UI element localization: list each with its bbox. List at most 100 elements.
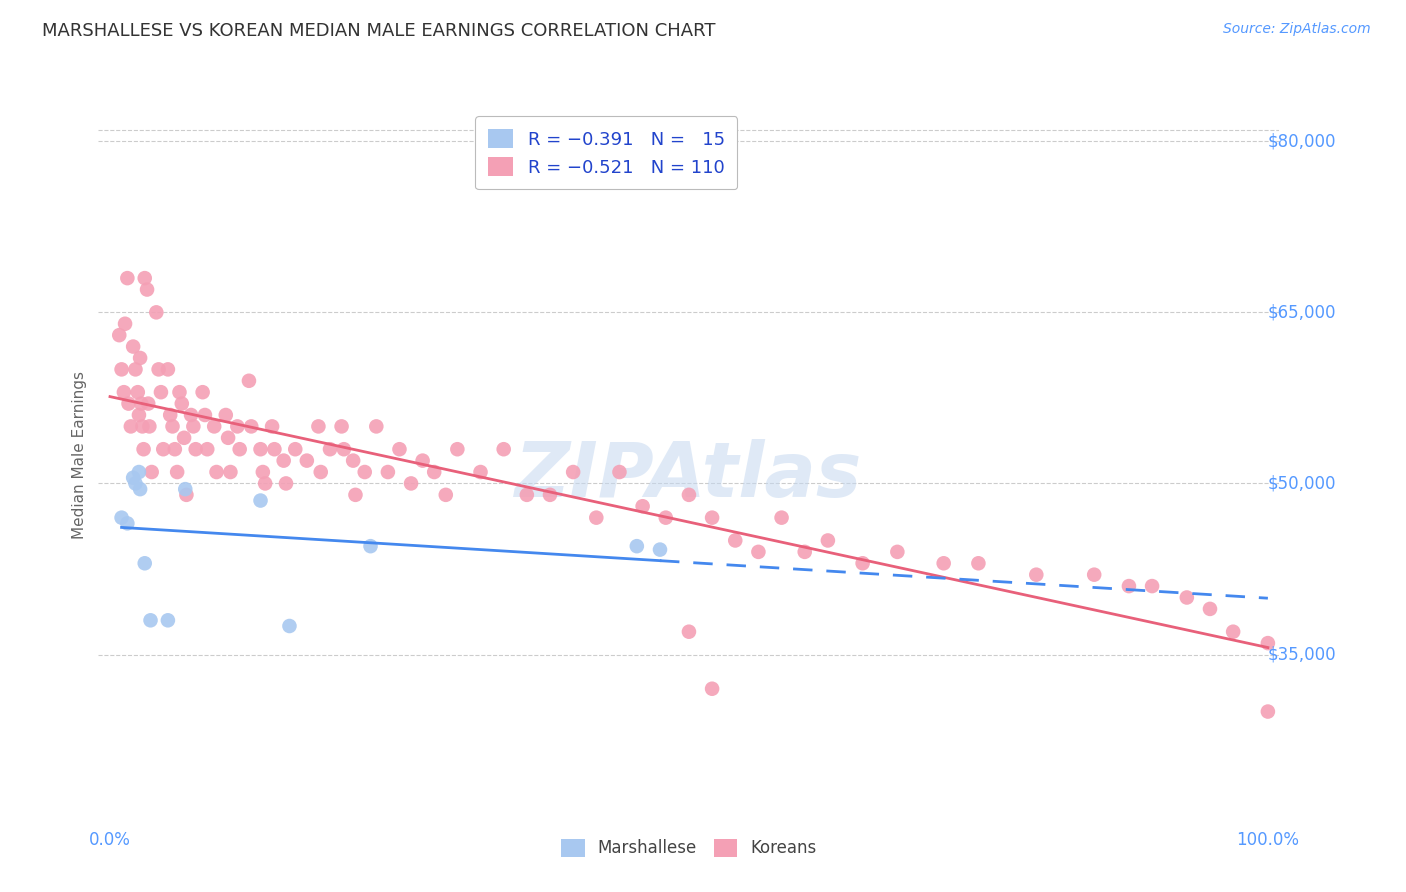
- Point: [434, 488, 457, 502]
- Point: [219, 465, 242, 479]
- Point: [124, 476, 146, 491]
- Point: [770, 510, 793, 524]
- Point: [412, 453, 434, 467]
- Point: [122, 471, 145, 485]
- Point: [174, 482, 197, 496]
- Point: [156, 613, 179, 627]
- Point: [183, 419, 205, 434]
- Point: [538, 488, 561, 502]
- Point: [163, 442, 186, 457]
- Point: [273, 453, 295, 467]
- Text: $35,000: $35,000: [1268, 646, 1337, 664]
- Point: [470, 465, 492, 479]
- Point: [631, 500, 654, 514]
- Point: [249, 442, 271, 457]
- Point: [152, 442, 174, 457]
- Point: [173, 431, 195, 445]
- Point: [1025, 567, 1047, 582]
- Point: [117, 396, 139, 410]
- Point: [159, 408, 181, 422]
- Point: [319, 442, 342, 457]
- Point: [609, 465, 631, 479]
- Point: [516, 488, 538, 502]
- Point: [274, 476, 297, 491]
- Point: [388, 442, 411, 457]
- Point: [330, 419, 353, 434]
- Point: [217, 431, 239, 445]
- Point: [120, 419, 142, 434]
- Point: [194, 408, 217, 422]
- Point: [252, 465, 274, 479]
- Point: [360, 539, 382, 553]
- Point: [134, 556, 156, 570]
- Point: [205, 465, 228, 479]
- Point: [852, 556, 875, 570]
- Point: [110, 510, 132, 524]
- Point: [655, 510, 678, 524]
- Point: [162, 419, 184, 434]
- Point: [377, 465, 399, 479]
- Point: [138, 419, 160, 434]
- Point: [648, 542, 671, 557]
- Point: [333, 442, 356, 457]
- Point: [226, 419, 249, 434]
- Point: [1199, 602, 1222, 616]
- Point: [110, 362, 132, 376]
- Point: [278, 619, 301, 633]
- Point: [344, 488, 367, 502]
- Point: [284, 442, 307, 457]
- Point: [128, 465, 150, 479]
- Legend: Marshallese, Koreans: Marshallese, Koreans: [554, 832, 824, 864]
- Point: [191, 385, 214, 400]
- Point: [129, 396, 152, 410]
- Point: [169, 385, 191, 400]
- Point: [678, 488, 700, 502]
- Point: [141, 465, 163, 479]
- Point: [585, 510, 607, 524]
- Point: [249, 493, 271, 508]
- Point: [117, 516, 139, 531]
- Point: [122, 340, 145, 354]
- Point: [353, 465, 375, 479]
- Point: [124, 362, 146, 376]
- Point: [180, 408, 202, 422]
- Point: [967, 556, 990, 570]
- Point: [112, 385, 135, 400]
- Point: [747, 545, 769, 559]
- Point: [932, 556, 955, 570]
- Point: [1083, 567, 1105, 582]
- Point: [1222, 624, 1244, 639]
- Point: [145, 305, 167, 319]
- Point: [176, 488, 198, 502]
- Text: Source: ZipAtlas.com: Source: ZipAtlas.com: [1223, 22, 1371, 37]
- Point: [1257, 636, 1279, 650]
- Point: [238, 374, 260, 388]
- Point: [132, 442, 155, 457]
- Point: [307, 419, 329, 434]
- Point: [263, 442, 285, 457]
- Text: $65,000: $65,000: [1268, 303, 1336, 321]
- Point: [148, 362, 170, 376]
- Point: [139, 613, 162, 627]
- Point: [128, 408, 150, 422]
- Point: [129, 482, 152, 496]
- Point: [156, 362, 179, 376]
- Point: [886, 545, 908, 559]
- Point: [399, 476, 422, 491]
- Point: [117, 271, 139, 285]
- Point: [700, 510, 723, 524]
- Point: [492, 442, 515, 457]
- Point: [262, 419, 284, 434]
- Text: $80,000: $80,000: [1268, 132, 1336, 150]
- Point: [423, 465, 446, 479]
- Point: [136, 283, 159, 297]
- Text: MARSHALLESE VS KOREAN MEDIAN MALE EARNINGS CORRELATION CHART: MARSHALLESE VS KOREAN MEDIAN MALE EARNIN…: [42, 22, 716, 40]
- Point: [793, 545, 815, 559]
- Point: [1175, 591, 1198, 605]
- Point: [1118, 579, 1140, 593]
- Point: [195, 442, 218, 457]
- Point: [295, 453, 318, 467]
- Point: [129, 351, 152, 365]
- Point: [817, 533, 839, 548]
- Point: [166, 465, 188, 479]
